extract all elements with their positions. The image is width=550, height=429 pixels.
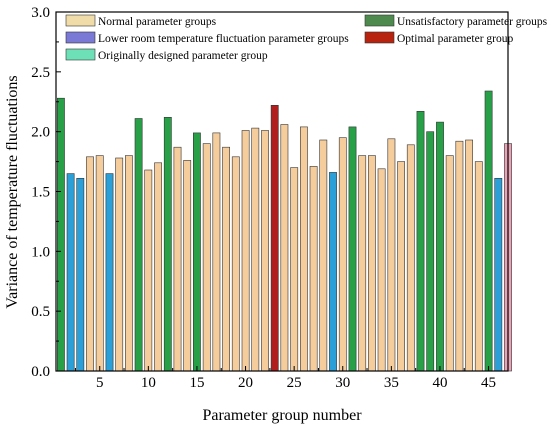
legend-swatch-normal [65,14,96,27]
x-axis-label: Parameter group number [202,407,362,424]
y-axis: 0.0 0.5 1.0 1.5 2.0 2.5 3.0 [31,5,61,380]
x-tick-label: 15 [189,375,204,391]
bar-15 [193,132,201,372]
x-tick-label: 45 [481,375,496,391]
y-tick-label: 2.5 [31,65,50,81]
bar-43 [465,139,473,372]
x-tick-label: 30 [335,375,350,391]
y-tick-label: 2.0 [31,125,50,141]
bars-layer [56,90,512,372]
bar-36 [397,161,405,372]
bar-28 [319,139,328,372]
y-tick-label: 3.0 [31,5,50,21]
bar-6 [105,173,114,372]
bar-18 [222,146,230,372]
bar-29 [329,172,337,372]
y-tick-label: 0.5 [31,304,50,320]
x-axis: 5 10 15 20 25 30 35 40 45 [74,366,496,391]
bar-3 [76,178,85,372]
bar-4 [86,156,94,372]
bar-16 [202,143,211,372]
legend-label-unsat: Unsatisfactory parameter groups [397,16,548,28]
x-tick-label: 20 [238,375,253,391]
bar-30 [338,137,347,372]
legend-swatch-unsat [364,14,395,27]
bar-7 [115,157,124,372]
bar-45 [484,90,493,372]
bar-22 [261,130,269,372]
bar-25 [290,167,299,372]
bar-41 [445,155,454,372]
bar-40 [436,121,444,372]
bar-44 [474,161,483,372]
bar-19 [231,156,240,372]
bar-5 [95,155,104,372]
legend-swatch-optimal [364,31,395,44]
bar-42 [455,140,464,372]
x-tick-label: 35 [384,375,399,391]
bar-10 [144,169,153,372]
bar-37 [406,144,415,372]
legend-label-lower: Lower room temperature fluctuation param… [98,33,349,45]
legend: Normal parameter groups Lower room temper… [65,14,548,62]
bar-2 [66,173,75,372]
legend-label-original: Originally designed parameter group [98,50,268,62]
bar-1 [56,97,65,372]
bar-31 [348,126,357,372]
bar-9 [134,118,143,372]
bar-26 [299,126,308,372]
bar-35 [387,138,396,372]
y-tick-label: 1.0 [31,244,50,260]
legend-swatch-original [65,48,96,61]
bar-32 [358,155,367,372]
bar-17 [212,132,221,372]
bar-39 [426,131,435,372]
x-tick-label: 10 [141,375,156,391]
legend-swatch-lower [65,31,96,44]
legend-label-normal: Normal parameter groups [98,16,217,28]
bar-24 [280,124,289,372]
bar-33 [367,155,376,372]
bar-14 [183,160,192,372]
bar-12 [163,117,172,372]
bar-13 [173,146,182,372]
legend-label-optimal: Optimal parameter group [397,33,513,45]
bar-21 [251,127,260,372]
bar-20 [241,130,250,372]
x-tick-label: 5 [96,375,104,391]
y-axis-label: Variance of temperature fluctuations [4,75,21,308]
x-tick-label: 25 [287,375,302,391]
bar-34 [377,168,386,372]
x-tick-label: 40 [432,375,447,391]
y-tick-label: 0.0 [31,364,50,380]
bar-38 [416,111,425,372]
bar-46 [494,178,503,372]
bar-23 [270,105,279,372]
bar-11 [154,162,162,372]
y-tick-label: 1.5 [31,185,50,201]
bar-8 [125,155,133,372]
bar-27 [309,166,318,372]
